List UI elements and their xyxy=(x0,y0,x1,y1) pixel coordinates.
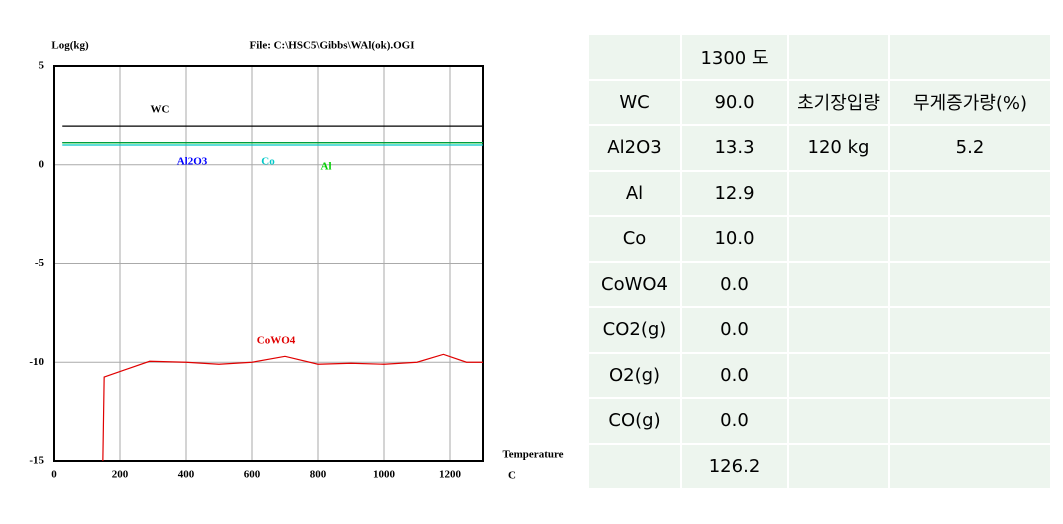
y-axis-label: Log(kg) xyxy=(51,40,89,52)
table-row: Al2O3 13.3 120 kg 5.2 xyxy=(587,124,1052,172)
series-label: CoWO4 xyxy=(257,335,296,347)
table-cell: 0.0 xyxy=(680,306,789,354)
x-tick-label: 200 xyxy=(112,469,129,481)
table-cell xyxy=(787,33,890,81)
chart-title: File: C:\HSC5\Gibbs\WAl(ok).OGI xyxy=(249,40,414,52)
chart: Log(kg) File: C:\HSC5\Gibbs\WAl(ok).OGI … xyxy=(29,40,563,482)
table-cell: 10.0 xyxy=(680,215,789,263)
table-cell xyxy=(888,397,1052,445)
table-cell xyxy=(888,169,1052,217)
table-cell xyxy=(787,169,890,217)
table-cell: 12.9 xyxy=(680,169,789,217)
table-cell: Al xyxy=(587,169,682,217)
table-cell xyxy=(787,260,890,308)
table-cell xyxy=(888,442,1052,490)
x-axis-unit: C xyxy=(508,470,516,482)
table-row: Al 12.9 xyxy=(587,169,1052,217)
table-cell: O2(g) xyxy=(587,351,682,399)
table-row: 1300 도 xyxy=(587,33,1052,81)
table-cell: Co xyxy=(587,215,682,263)
x-tick-label: 1000 xyxy=(373,469,396,481)
table-row: CO2(g) 0.0 xyxy=(587,306,1052,354)
table-cell xyxy=(587,442,682,490)
x-axis-label: Temperature xyxy=(502,449,563,461)
table-cell xyxy=(888,306,1052,354)
table-cell: CO(g) xyxy=(587,397,682,445)
table-cell: 0.0 xyxy=(680,351,789,399)
table-cell xyxy=(787,442,890,490)
table-cell xyxy=(787,397,890,445)
y-tick-label: -5 xyxy=(35,257,45,269)
x-tick-label: 400 xyxy=(178,469,195,481)
table-cell: CO2(g) xyxy=(587,306,682,354)
table-row: CoWO4 0.0 xyxy=(587,260,1052,308)
x-tick-label: 0 xyxy=(51,469,57,481)
series-label: Al xyxy=(321,161,332,173)
table-cell: CoWO4 xyxy=(587,260,682,308)
table-cell: 90.0 xyxy=(680,78,789,126)
table-cell xyxy=(888,260,1052,308)
series-label: Co xyxy=(261,156,275,168)
table-cell: 120 kg xyxy=(787,124,890,172)
table-cell: 무게증가량(%) xyxy=(888,78,1052,126)
x-tick-label: 800 xyxy=(310,469,327,481)
x-tick-label: 1200 xyxy=(439,469,462,481)
table-cell xyxy=(888,33,1052,81)
table-cell: 0.0 xyxy=(680,260,789,308)
table-cell xyxy=(787,351,890,399)
series-label: WC xyxy=(151,104,170,116)
table-cell: WC xyxy=(587,78,682,126)
table-cell xyxy=(787,215,890,263)
series-line xyxy=(102,353,483,462)
table-cell xyxy=(787,306,890,354)
y-tick-label: -15 xyxy=(29,455,44,467)
table-cell: 1300 도 xyxy=(680,33,789,81)
plot-frame xyxy=(53,65,484,462)
table-row: CO(g) 0.0 xyxy=(587,397,1052,445)
table-row: WC 90.0 초기장입량 무게증가량(%) xyxy=(587,78,1052,126)
x-tick-label: 600 xyxy=(244,469,261,481)
result-table: 1300 도 WC 90.0 초기장입량 무게증가량(%) Al2O3 13.3 120 kg… xyxy=(587,33,1052,490)
y-tick-label: 0 xyxy=(39,158,45,170)
table-cell: Al2O3 xyxy=(587,124,682,172)
table-cell: 0.0 xyxy=(680,397,789,445)
table-cell: 초기장입량 xyxy=(787,78,890,126)
table-cell xyxy=(888,215,1052,263)
table-cell: 126.2 xyxy=(680,442,789,490)
table-cell: 5.2 xyxy=(888,124,1052,172)
y-tick-label: -10 xyxy=(29,356,44,368)
series-label: Al2O3 xyxy=(177,156,208,168)
table-cell xyxy=(888,351,1052,399)
table-cell: 13.3 xyxy=(680,124,789,172)
table-row: 126.2 xyxy=(587,442,1052,490)
table-cell xyxy=(587,33,682,81)
table-row: O2(g) 0.0 xyxy=(587,351,1052,399)
y-tick-label: 5 xyxy=(39,60,45,72)
table-row: Co 10.0 xyxy=(587,215,1052,263)
